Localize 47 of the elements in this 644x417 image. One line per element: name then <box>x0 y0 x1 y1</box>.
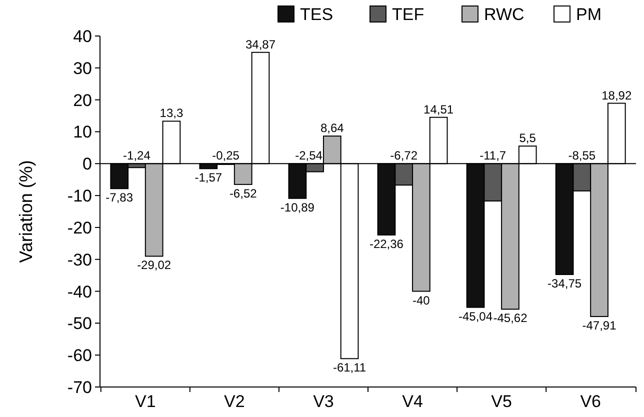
y-tick-label: -40 <box>67 282 92 302</box>
data-label: -7,83 <box>106 190 134 205</box>
data-label: 13,3 <box>160 106 184 120</box>
y-tick-label: 0 <box>82 154 92 174</box>
data-label: -11,7 <box>480 148 506 163</box>
y-tick-label: -10 <box>67 186 92 206</box>
y-tick-label: -60 <box>67 346 92 366</box>
data-label: -1,57 <box>194 170 222 185</box>
data-label: 5,5 <box>519 131 536 146</box>
y-tick-label: 10 <box>73 122 92 142</box>
data-label: -8,55 <box>568 148 596 163</box>
data-label: -40 <box>412 293 430 308</box>
y-tick-label: 20 <box>73 90 92 110</box>
data-label: -47,91 <box>582 318 617 333</box>
x-tick-label: V5 <box>491 392 512 411</box>
data-label: -2,54 <box>295 148 323 163</box>
data-label: -10,89 <box>280 200 315 214</box>
y-tick-label: -50 <box>67 314 92 334</box>
data-label: -34,75 <box>548 276 582 291</box>
y-tick-label: 40 <box>73 27 92 46</box>
legend-label: RWC <box>484 5 524 24</box>
y-tick-label: -30 <box>67 250 92 270</box>
data-label: 14,51 <box>424 102 454 116</box>
y-axis-title: Variation (%) <box>16 160 36 263</box>
y-tick-label: -70 <box>67 378 92 397</box>
legend-label: TES <box>300 5 334 24</box>
legend-label: TEF <box>392 5 424 24</box>
y-tick-label: -20 <box>67 218 92 238</box>
data-label: -6,52 <box>229 186 258 200</box>
legend-label: PM <box>576 5 602 24</box>
data-label: 8,64 <box>320 121 344 136</box>
x-tick-label: V1 <box>135 392 156 411</box>
data-label: 18,92 <box>602 88 632 102</box>
data-label: 34,87 <box>245 37 276 52</box>
x-tick-label: V4 <box>402 392 423 411</box>
x-tick-label: V3 <box>313 392 334 411</box>
data-label: -22,36 <box>369 236 404 251</box>
data-label: -29,02 <box>137 258 172 272</box>
data-label: -45,04 <box>458 309 493 324</box>
x-tick-label: V6 <box>580 392 601 411</box>
data-label: -0,25 <box>212 148 240 163</box>
data-label: -61,11 <box>332 360 366 375</box>
data-label: -6,72 <box>390 148 418 163</box>
y-tick-label: 30 <box>73 58 92 78</box>
data-label: -1,24 <box>123 148 151 163</box>
data-label: -45,62 <box>493 311 528 326</box>
x-tick-label: V2 <box>224 392 245 411</box>
